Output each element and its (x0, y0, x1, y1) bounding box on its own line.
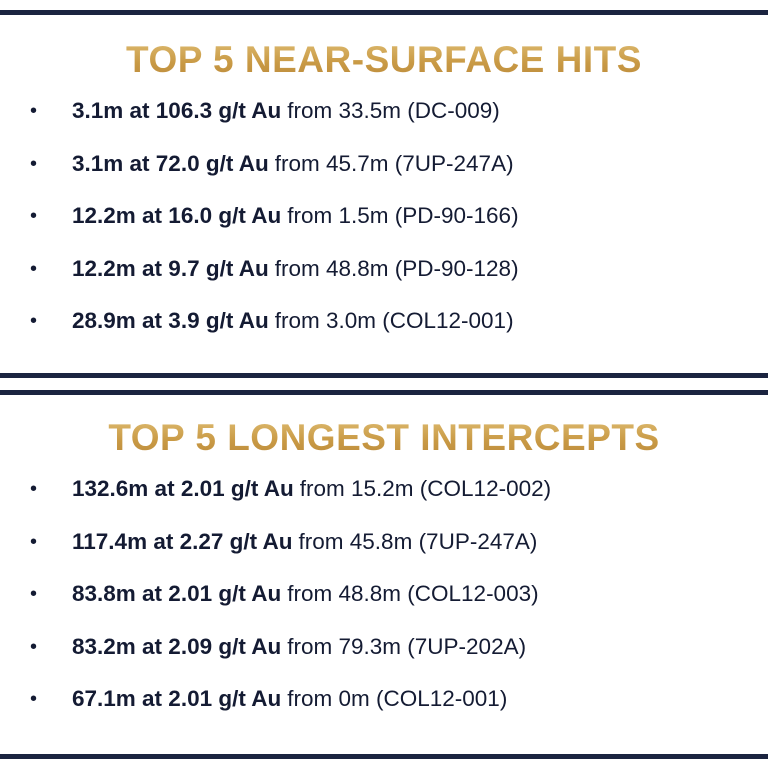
item-highlight: 132.6m at 2.01 g/t Au (72, 476, 294, 501)
item-detail: from 79.3m (7UP-202A) (287, 633, 527, 659)
item-detail: from 48.8m (COL12-003) (287, 581, 539, 607)
section: TOP 5 LONGEST INTERCEPTS132.6m at 2.01 g… (0, 413, 768, 726)
item-detail: from 45.8m (7UP-247A) (298, 528, 538, 554)
section: TOP 5 NEAR-SURFACE HITS3.1m at 106.3 g/t… (0, 35, 768, 348)
item-highlight: 117.4m at 2.27 g/t Au (72, 528, 293, 554)
item-detail: from 45.7m (7UP-247A) (274, 150, 514, 176)
item-highlight: 12.2m at 16.0 g/t Au (72, 203, 282, 229)
bottom-rule (0, 754, 768, 759)
item-detail: from 33.5m (DC-009) (287, 98, 500, 123)
item-detail: from 3.0m (COL12-001) (274, 308, 514, 334)
item-highlight: 83.2m at 2.09 g/t Au (72, 633, 282, 659)
item-detail: from 0m (COL12-001) (287, 686, 508, 712)
item-detail: from 15.2m (COL12-002) (299, 476, 552, 501)
item-highlight: 12.2m at 9.7 g/t Au (72, 255, 269, 281)
divider-rule (0, 390, 768, 395)
section-title: TOP 5 LONGEST INTERCEPTS (0, 413, 768, 463)
item-highlight: 28.9m at 3.9 g/t Au (72, 308, 269, 334)
item-detail: from 1.5m (PD-90-166) (287, 203, 519, 229)
item-detail: from 48.8m (PD-90-128) (274, 255, 519, 281)
item-highlight: 3.1m at 106.3 g/t Au (72, 98, 282, 123)
item-highlight: 83.8m at 2.01 g/t Au (72, 581, 282, 607)
item-highlight: 3.1m at 72.0 g/t Au (72, 150, 269, 176)
divider-rule (0, 373, 768, 378)
top-rule (0, 10, 768, 15)
item-highlight: 67.1m at 2.01 g/t Au (72, 686, 282, 712)
section-title: TOP 5 NEAR-SURFACE HITS (0, 35, 768, 85)
